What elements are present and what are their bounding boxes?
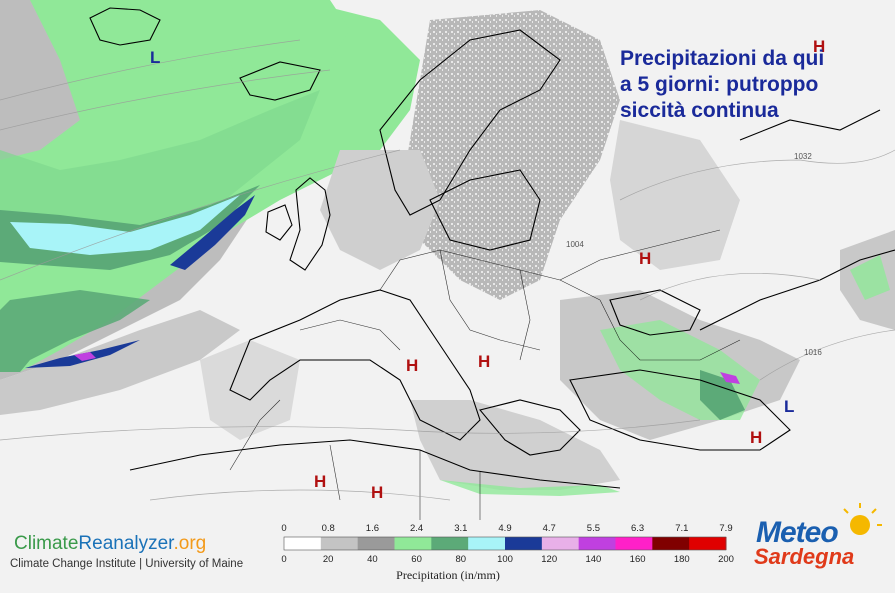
- legend-swatch: [505, 537, 543, 550]
- legend-inch-tick: 4.9: [498, 523, 512, 534]
- logo-part-climate: Climate: [14, 533, 79, 554]
- isobars: [0, 39, 895, 501]
- country-borders: [229, 229, 741, 520]
- legend-mm-tick: 140: [585, 554, 602, 565]
- legend-inch-tick: 4.7: [542, 523, 556, 534]
- legend-inch-tick: 0: [281, 523, 287, 534]
- legend-inch-tick: 7.1: [675, 523, 689, 534]
- legend-mm-tick: 20: [322, 554, 334, 565]
- high-pressure-label: H: [813, 37, 826, 56]
- legend-mm-tick: 60: [411, 554, 422, 565]
- legend-swatch: [431, 537, 469, 550]
- high-pressure-label: H: [371, 483, 384, 502]
- atlantic-cyan-band: [10, 195, 240, 255]
- logo-part-org: .org: [173, 533, 207, 554]
- legend-swatch: [689, 537, 727, 550]
- meteo-sardegna-logo: Meteo Sardegna: [752, 506, 892, 588]
- logo-part-reanalyzer: Reanalyzer: [78, 533, 174, 554]
- legend-swatch: [541, 537, 580, 550]
- legend-color-bar: [283, 536, 727, 551]
- atlantic-green-inner: [0, 90, 320, 255]
- legend-swatch: [284, 537, 322, 550]
- brand-top: Meteo: [756, 516, 839, 549]
- caucasus-magenta: [720, 372, 740, 384]
- legend-inch-tick: 3.1: [454, 523, 468, 534]
- russia-grey: [610, 120, 740, 270]
- precipitation-legend: 0 0.8 1.6 2.4 3.1 4.9 4.7 5.5 6.3 7.1 7.9 0 20 40 60 8…: [278, 518, 738, 588]
- legend-swatch: [615, 537, 653, 550]
- atlantic-blue-streak: [170, 195, 255, 270]
- legend-inch-tick: 5.5: [586, 523, 600, 534]
- isobar-label-1032: 1032: [794, 152, 812, 161]
- legend-swatch: [320, 537, 359, 550]
- headline-line: siccità continua: [620, 99, 779, 122]
- legend-inch-tick: 0.8: [321, 523, 335, 534]
- scandinavia-grey: [400, 10, 620, 300]
- north-sea-grey: [320, 150, 440, 270]
- low-pressure-label: L: [784, 397, 795, 416]
- legend-mm-tick: 40: [367, 554, 378, 565]
- iberia-grey: [200, 340, 300, 440]
- high-pressure-label: H: [639, 249, 652, 268]
- legend-inch-tick: 7.9: [719, 523, 733, 534]
- iceland-green: [200, 0, 350, 95]
- atlantic-magenta-spot: [74, 352, 96, 361]
- legend-mm-tick: 180: [673, 554, 690, 565]
- caucasus-darkgreen: [700, 370, 745, 420]
- legend-inch-tick: 1.6: [365, 523, 379, 534]
- north-africa-green-edge: [440, 480, 620, 496]
- legend-swatch: [357, 537, 395, 550]
- legend-swatch: [394, 537, 432, 550]
- east-green: [850, 255, 890, 300]
- legend-mm-tick: 0: [281, 554, 287, 565]
- legend-inch-tick: 6.3: [630, 523, 645, 534]
- sun-icon: [843, 503, 882, 535]
- headline-line: a 5 giorni: putroppo: [620, 73, 819, 96]
- legend-inch-tick: 2.4: [409, 523, 424, 534]
- legend-swatch: [578, 537, 616, 550]
- legend-mm-tick: 80: [455, 554, 467, 565]
- legend-mm-tick: 120: [541, 554, 558, 565]
- legend-swatch: [652, 537, 690, 550]
- legend-mm-tick: 100: [497, 554, 513, 565]
- atlantic-south-grey: [0, 310, 240, 415]
- headline: Precipitazioni da qui a 5 giorni: putrop…: [620, 46, 880, 124]
- high-pressure-label: H: [750, 428, 763, 447]
- high-pressure-label: H: [478, 352, 491, 371]
- isobar-label-1016: 1016: [804, 348, 822, 357]
- legend-title: Precipitation (in/mm): [396, 568, 500, 582]
- atlantic-lower-band: [0, 290, 150, 372]
- high-pressure-label: H: [406, 356, 419, 375]
- climate-reanalyzer-logo: ClimateReanalyzer.org: [14, 533, 206, 555]
- legend-mm-tick: 200: [718, 554, 734, 565]
- legend-swatch: [468, 537, 506, 550]
- brand-bottom: Sardegna: [754, 544, 855, 569]
- legend-outline: [283, 536, 727, 551]
- low-pressure-label: L: [150, 48, 161, 67]
- headline-line: Precipitazioni da qui: [620, 47, 825, 70]
- logo-credit: Climate Change Institute | University of…: [10, 558, 244, 570]
- high-pressure-label: H: [314, 472, 327, 491]
- legend-mm-tick: 160: [629, 554, 646, 565]
- isobar-label-1004: 1004: [566, 240, 584, 249]
